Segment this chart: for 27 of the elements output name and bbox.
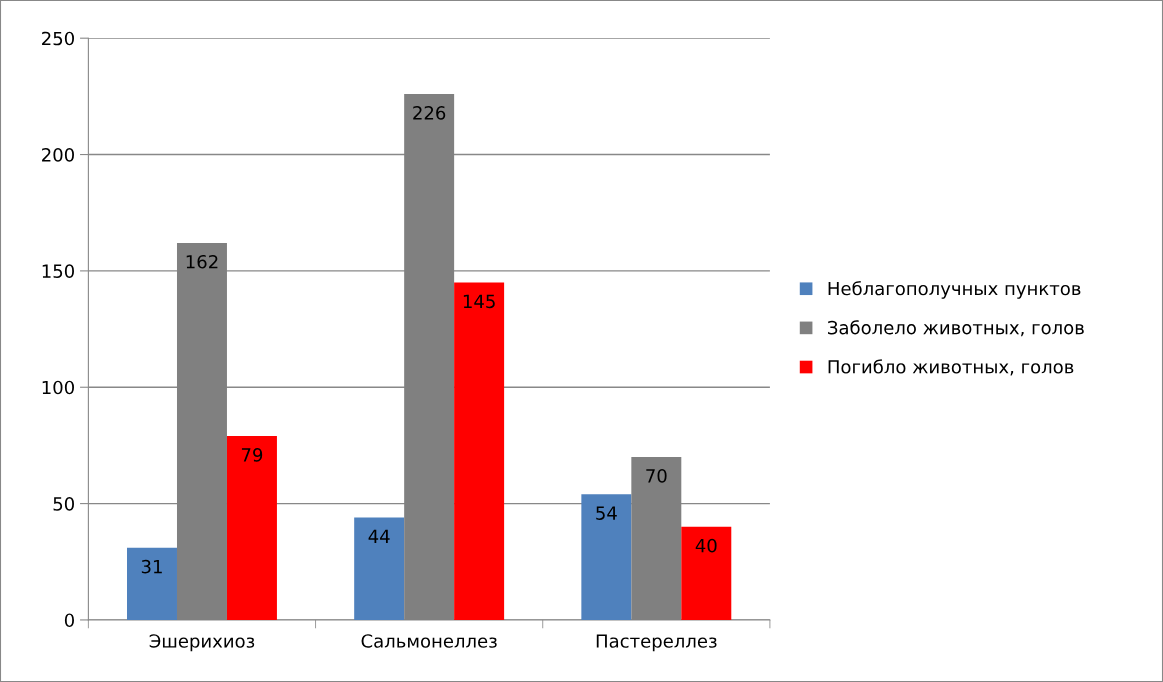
data-label: 31 xyxy=(141,559,162,574)
legend-label: Погибло животных, голов xyxy=(828,359,1074,376)
data-label: 145 xyxy=(463,294,495,309)
bar xyxy=(354,517,405,620)
data-label: 54 xyxy=(596,506,617,520)
data-label: 70 xyxy=(646,469,667,483)
bar xyxy=(681,526,732,620)
legend-label: Неблагополучных пунктов xyxy=(828,281,1081,299)
y-tick-label: 0 xyxy=(64,613,74,628)
bar xyxy=(454,282,505,620)
x-tick-label: Пастереллез xyxy=(596,634,717,652)
bar xyxy=(127,547,177,620)
x-tick-label: Сальмонеллез xyxy=(361,634,497,648)
y-tick-label: 100 xyxy=(42,380,74,395)
bar xyxy=(581,494,632,620)
data-label: 79 xyxy=(241,448,263,462)
y-tick-label: 250 xyxy=(42,31,74,46)
x-tick-label: Эшерихиоз xyxy=(149,634,255,652)
bar xyxy=(226,436,277,620)
data-label: 40 xyxy=(695,538,717,553)
y-tick-label: 200 xyxy=(42,148,74,162)
y-tick-label: 50 xyxy=(53,497,74,511)
legend-label: Заболело животных, голов xyxy=(828,320,1084,337)
data-label: 44 xyxy=(368,529,390,543)
y-tick-label: 150 xyxy=(42,264,74,279)
data-label: 226 xyxy=(413,105,446,120)
data-label: 162 xyxy=(186,254,218,269)
